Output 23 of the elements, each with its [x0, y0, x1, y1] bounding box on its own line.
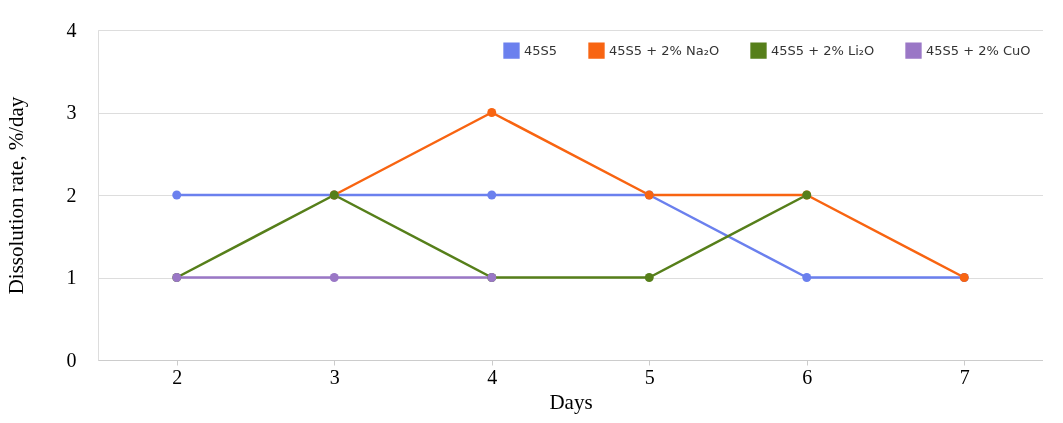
legend-label: 45S5 + 2% CuO [926, 42, 1031, 58]
y-tick-label: 3 [66, 101, 77, 123]
y-tick-label: 2 [66, 183, 77, 206]
point [172, 190, 182, 200]
point [487, 108, 497, 117]
x-tick-label: 7 [959, 365, 970, 388]
x-axis-title: Days [549, 389, 593, 414]
point [329, 273, 339, 282]
x-tick-label: 2 [172, 365, 183, 388]
legend-label: 45S5 [524, 42, 558, 58]
y-tick-label: 0 [66, 348, 77, 371]
y-tick-label: 1 [66, 266, 77, 288]
legend-label: 45S5 + 2% Li₂O [771, 42, 875, 58]
x-tick-label: 5 [644, 365, 655, 388]
point [802, 273, 812, 282]
point [644, 273, 654, 282]
x-tick-label: 3 [329, 365, 340, 388]
y-axis-title: Dissolution rate, %/day [3, 96, 28, 295]
x-tick-label: 4 [487, 365, 498, 388]
legend-label: 45S5 + 2% Na₂O [609, 42, 720, 58]
y-tick-label: 4 [66, 18, 77, 41]
x-tick-label: 6 [802, 365, 813, 388]
point [487, 190, 497, 200]
